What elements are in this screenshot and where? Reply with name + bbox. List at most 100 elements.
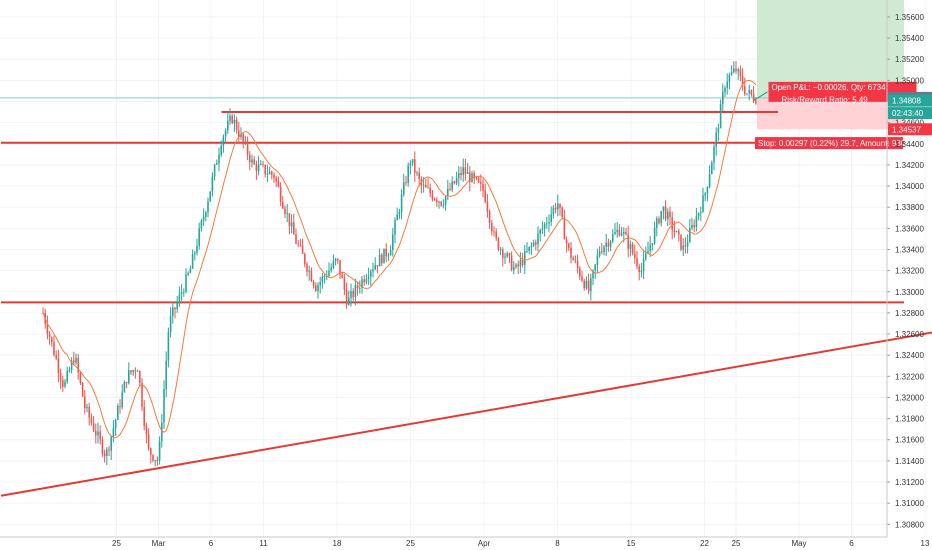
- candle-body: [440, 201, 442, 206]
- candle-body: [130, 370, 132, 373]
- candle-body: [187, 272, 189, 275]
- candle-body: [123, 381, 126, 393]
- candle-body: [695, 216, 698, 228]
- candle-body: [110, 436, 112, 451]
- candle-body: [521, 259, 524, 265]
- candle-body: [717, 128, 720, 133]
- candle-body: [66, 371, 68, 382]
- candle-body: [403, 182, 405, 195]
- candle-body: [704, 193, 706, 196]
- candle-body: [295, 234, 297, 244]
- candle-body: [73, 360, 75, 363]
- candle-body: [715, 132, 717, 147]
- candle-body: [658, 218, 660, 224]
- candle-body: [354, 285, 357, 298]
- candle-body: [583, 280, 585, 289]
- candle-body: [590, 278, 592, 292]
- candle-body: [730, 72, 733, 75]
- candle-body: [548, 221, 550, 224]
- candle-body: [678, 231, 680, 235]
- ytick-label: 1.31000: [895, 499, 924, 508]
- candle-body: [693, 225, 695, 228]
- candle-body: [341, 274, 343, 279]
- xtick-label: 25: [732, 539, 741, 548]
- candle-body: [84, 396, 86, 409]
- candle-body: [735, 68, 737, 72]
- candle-body: [224, 130, 227, 137]
- candle-body: [631, 244, 634, 254]
- candle-body: [680, 234, 682, 250]
- ytick-label: 1.31600: [895, 436, 924, 445]
- candle-body: [255, 164, 258, 172]
- candle-body: [194, 252, 196, 255]
- candle-body: [106, 449, 108, 457]
- candle-body: [363, 279, 365, 283]
- candle-body: [416, 172, 418, 174]
- candle-body: [304, 253, 306, 265]
- candle-body: [57, 358, 60, 373]
- candle-body: [141, 382, 143, 407]
- candle-body: [62, 379, 64, 387]
- candle-body: [407, 165, 409, 183]
- candle-body: [233, 119, 236, 124]
- candle-body: [328, 270, 330, 276]
- time-axis[interactable]: 25 Mar 6 11 18 25 Apr 8 15 22 25 May 6 13: [0, 536, 930, 548]
- candle-body: [576, 260, 579, 269]
- candle-body: [510, 255, 513, 271]
- candle-body: [559, 203, 561, 208]
- price-axis[interactable]: 1.356001.354001.352001.350001.348001.346…: [886, 0, 932, 537]
- xtick-label: May: [791, 539, 806, 548]
- candle-body: [183, 291, 185, 293]
- xtick-label: 22: [700, 539, 709, 548]
- candle-body: [431, 193, 434, 200]
- candle-body: [77, 357, 79, 373]
- price-label-box: [888, 94, 932, 107]
- candle-body: [596, 255, 599, 265]
- candle-body: [99, 431, 101, 440]
- candle-body: [293, 222, 295, 235]
- candle-body: [343, 278, 346, 290]
- candle-body: [469, 172, 471, 183]
- candle-body: [543, 223, 546, 229]
- candle-body: [664, 206, 667, 220]
- candle-body: [319, 281, 321, 286]
- ytick-label: 1.33000: [895, 288, 924, 297]
- candle-body: [163, 388, 165, 423]
- candle-body: [86, 406, 88, 409]
- candle-body: [508, 253, 511, 256]
- candle-body: [585, 280, 588, 289]
- xtick-label: 25: [406, 539, 415, 548]
- candle-body: [117, 406, 119, 420]
- stop-annotation-text: Stop: 0.00297 (0.22%) 29.7, Amount: 980: [758, 139, 906, 148]
- candle-body: [365, 278, 368, 283]
- candle-body: [275, 177, 277, 182]
- ytick-label: 1.34000: [895, 182, 924, 191]
- loss-zone: [757, 97, 904, 130]
- candle-body: [240, 134, 242, 138]
- candle-body: [519, 259, 522, 267]
- candle-body: [561, 207, 563, 218]
- candle-body: [462, 167, 464, 176]
- ytick-label: 1.33200: [895, 267, 924, 276]
- ytick-label: 1.32400: [895, 351, 924, 360]
- candle-body: [645, 253, 647, 259]
- candle-body: [297, 243, 299, 245]
- candle-body: [444, 196, 447, 205]
- candle-body: [614, 232, 616, 235]
- profit-zone: [757, 0, 904, 98]
- candle-body: [726, 81, 728, 88]
- candle-body: [449, 188, 451, 190]
- candle-body: [374, 265, 376, 270]
- xtick-label: 11: [259, 539, 268, 548]
- candle-body: [625, 231, 627, 235]
- candle-body: [202, 216, 205, 221]
- candle-body: [618, 230, 621, 236]
- candle-body: [601, 251, 603, 253]
- candle-body: [323, 276, 326, 277]
- candle-body: [581, 276, 583, 281]
- xtick-label: 6: [849, 539, 854, 548]
- candle-body: [669, 211, 671, 218]
- candle-body: [385, 248, 387, 257]
- candle-body: [473, 173, 475, 178]
